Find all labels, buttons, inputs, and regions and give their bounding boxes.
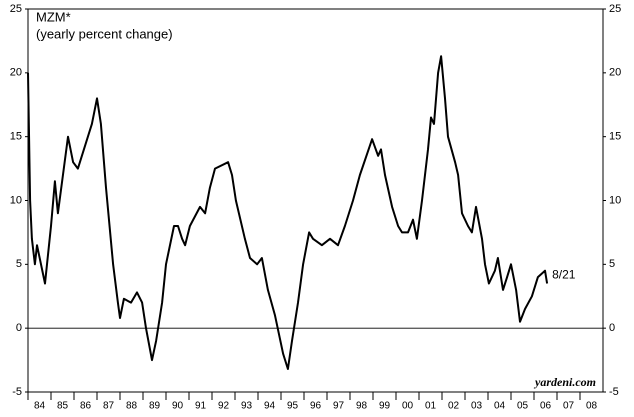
data-line: [27, 55, 549, 370]
x-tick-label: 89: [149, 401, 161, 412]
x-tick-label: 90: [172, 401, 184, 412]
y2-tick-label: 5: [609, 258, 615, 270]
x-tick-label: 96: [310, 401, 322, 412]
x-tick-label: 94: [264, 401, 276, 412]
x-tick-label: 93: [241, 401, 253, 412]
x-tick-label: 85: [57, 401, 69, 412]
y2-tick-label: 10: [609, 194, 621, 206]
x-tick-label: 88: [126, 401, 138, 412]
y-tick-label: 20: [10, 67, 22, 79]
chart-title: MZM*: [36, 9, 71, 24]
x-tick-label: 04: [494, 401, 506, 412]
y2-tick-label: 0: [609, 322, 615, 334]
x-tick-label: 95: [287, 401, 299, 412]
x-tick-label: 97: [333, 401, 345, 412]
source: yardeni.com: [533, 375, 596, 389]
x-tick-label: 87: [103, 401, 115, 412]
x-tick-label: 00: [402, 401, 414, 412]
x-tick-label: 01: [425, 401, 437, 412]
y2-tick-label: -5: [609, 386, 619, 398]
x-tick-label: 06: [540, 401, 552, 412]
y2-tick-label: 20: [609, 67, 621, 79]
x-tick-label: 02: [448, 401, 460, 412]
annotation: 8/21: [552, 268, 576, 282]
x-tick-label: 92: [218, 401, 230, 412]
x-tick-label: 91: [195, 401, 207, 412]
x-tick-label: 86: [80, 401, 92, 412]
x-tick-label: 84: [34, 401, 46, 412]
y-tick-label: 25: [10, 3, 22, 15]
y2-tick-label: 15: [609, 131, 621, 143]
chart-subtitle: (yearly percent change): [36, 26, 173, 41]
y2-tick-label: 25: [609, 3, 621, 15]
x-tick-label: 07: [563, 401, 575, 412]
plot-frame: [27, 8, 604, 393]
y-tick-label: 5: [16, 258, 22, 270]
y-tick-label: -5: [12, 386, 22, 398]
x-tick-label: 98: [356, 401, 368, 412]
x-tick-label: 05: [517, 401, 529, 412]
x-tick-label: 03: [471, 401, 483, 412]
x-tick-label: 08: [586, 401, 598, 412]
y-tick-label: 0: [16, 322, 22, 334]
y-tick-label: 10: [10, 194, 22, 206]
y-tick-label: 15: [10, 131, 22, 143]
x-tick-label: 99: [379, 401, 391, 412]
